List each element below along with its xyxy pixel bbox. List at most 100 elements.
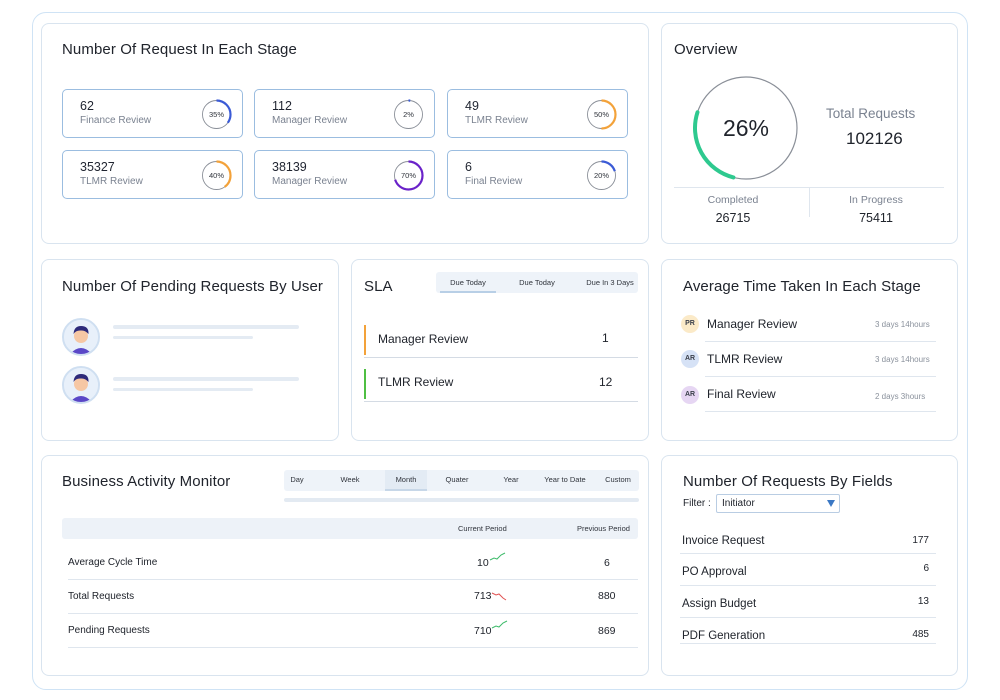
trend-up-icon xyxy=(489,552,506,561)
user-avatar[interactable] xyxy=(62,318,100,356)
stage-progress-ring xyxy=(201,160,232,191)
overview-vertical-divider xyxy=(809,187,810,217)
stage-count: 6 xyxy=(465,160,472,174)
avg-time-title: Average Time Taken In Each Stage xyxy=(683,278,921,295)
sla-tabs: Due Today Due Today Due In 3 Days xyxy=(436,272,638,293)
stage-progress-ring xyxy=(393,160,424,191)
field-row-value: 6 xyxy=(923,563,929,574)
fields-card xyxy=(661,455,958,676)
avg-time-card xyxy=(661,259,958,441)
stage-progress-arc xyxy=(586,99,617,130)
bam-row-divider xyxy=(68,579,638,580)
completed-label: Completed xyxy=(707,194,759,206)
sla-title: SLA xyxy=(364,278,393,295)
total-requests-label: Total Requests xyxy=(826,106,916,121)
bam-tab-quater[interactable]: Quater xyxy=(445,475,469,484)
user-avatar-icon xyxy=(64,368,98,402)
filter-select[interactable]: Initiator xyxy=(716,494,840,513)
bam-row-previous: 6 xyxy=(604,557,610,569)
bam-tab-custom[interactable]: Custom xyxy=(605,475,631,484)
trend-up-icon xyxy=(491,620,508,629)
col-current-period: Current Period xyxy=(458,524,507,533)
bam-tab-month[interactable]: Month xyxy=(385,470,427,491)
fields-title: Number Of Requests By Fields xyxy=(683,473,893,490)
field-row-label: PO Approval xyxy=(682,566,747,578)
bam-tabs: Day Week Month Quater Year Year to Date … xyxy=(284,470,639,491)
avg-row-time: 3 days 14hours xyxy=(875,320,930,329)
bam-card xyxy=(41,455,649,676)
stage-count: 35327 xyxy=(80,160,115,174)
bam-row-label: Average Cycle Time xyxy=(68,557,158,568)
sla-row-divider xyxy=(364,357,638,358)
bam-title: Business Activity Monitor xyxy=(62,473,231,490)
stage-percent: 35% xyxy=(208,110,224,119)
stage-percent: 70% xyxy=(400,171,416,180)
stage-progress-ring xyxy=(586,99,617,130)
sla-row-value: 12 xyxy=(599,375,613,389)
bam-table-header: Current Period Previous Period xyxy=(62,518,638,539)
bam-row-current: 10 xyxy=(477,557,489,569)
avg-row-label: TLMR Review xyxy=(707,352,783,366)
dropdown-arrow-icon xyxy=(827,500,835,507)
sla-row-value: 1 xyxy=(602,331,609,345)
bam-tab-week[interactable]: Week xyxy=(340,475,360,484)
overview-progress-arc xyxy=(693,110,736,180)
stage-box[interactable]: 62 Finance Review 35% xyxy=(62,89,243,138)
bam-row-label: Pending Requests xyxy=(68,625,150,636)
overview-title: Overview xyxy=(674,41,738,58)
sla-tab-due-in-3-days[interactable]: Due In 3 Days xyxy=(586,278,634,287)
stage-progress-arc xyxy=(201,99,232,130)
trend-down-icon xyxy=(491,592,507,601)
stage-percent: 2% xyxy=(403,110,414,119)
stage-progress-arc xyxy=(393,160,424,191)
user-name-placeholder xyxy=(113,377,299,381)
field-row-label: Invoice Request xyxy=(682,535,765,547)
completed-value: 26715 xyxy=(715,211,751,225)
stage-label: TLMR Review xyxy=(80,176,143,187)
sla-row-indicator xyxy=(364,369,366,399)
avg-row-time: 2 days 3hours xyxy=(875,392,926,401)
pending-title: Number Of Pending Requests By User xyxy=(62,278,324,295)
field-row-value: 177 xyxy=(912,535,929,546)
col-previous-period: Previous Period xyxy=(577,524,630,533)
sla-tab-due-today[interactable]: Due Today xyxy=(440,272,496,293)
stage-percent: 50% xyxy=(593,110,609,119)
stage-box[interactable]: 6 Final Review 20% xyxy=(447,150,628,199)
avg-badge: PR xyxy=(681,315,699,333)
inprogress-value: 75411 xyxy=(859,211,893,225)
avg-badge: AR xyxy=(681,350,699,368)
stage-box[interactable]: 38139 Manager Review 70% xyxy=(254,150,435,199)
stage-box[interactable]: 112 Manager Review 2% xyxy=(254,89,435,138)
field-row-divider xyxy=(680,643,936,644)
field-row-label: PDF Generation xyxy=(682,630,766,642)
filter-selected-value: Initiator xyxy=(722,498,755,509)
stage-percent: 40% xyxy=(208,171,224,180)
stage-box[interactable]: 49 TLMR Review 50% xyxy=(447,89,628,138)
user-avatar[interactable] xyxy=(62,366,100,404)
stage-progress-ring xyxy=(201,99,232,130)
stage-label: TLMR Review xyxy=(465,115,528,126)
stage-count: 49 xyxy=(465,99,479,113)
stage-progress-arc xyxy=(201,160,232,191)
bam-tabs-scrollbar[interactable] xyxy=(284,498,639,502)
stage-label: Final Review xyxy=(465,176,523,187)
avg-row-divider xyxy=(705,341,936,342)
total-requests-value: 102126 xyxy=(846,129,903,148)
stage-label: Finance Review xyxy=(80,115,152,126)
bam-tab-year-to-date[interactable]: Year to Date xyxy=(544,475,586,484)
bam-tab-year[interactable]: Year xyxy=(503,475,519,484)
overview-percent: 26% xyxy=(722,115,770,141)
sla-row-indicator xyxy=(364,325,366,355)
sla-tab-due-today-2[interactable]: Due Today xyxy=(519,278,555,287)
stage-box[interactable]: 35327 TLMR Review 40% xyxy=(62,150,243,199)
bam-tab-day[interactable]: Day xyxy=(290,475,304,484)
user-detail-placeholder xyxy=(113,336,253,339)
stage-progress-ring xyxy=(586,160,617,191)
bam-row-label: Total Requests xyxy=(68,591,135,602)
avg-row-divider xyxy=(705,411,936,412)
stage-percent: 20% xyxy=(593,171,609,180)
bam-row-previous: 880 xyxy=(598,590,616,602)
bam-row-current: 713 xyxy=(474,590,492,602)
user-name-placeholder xyxy=(113,325,299,329)
bam-row-previous: 869 xyxy=(598,625,616,637)
